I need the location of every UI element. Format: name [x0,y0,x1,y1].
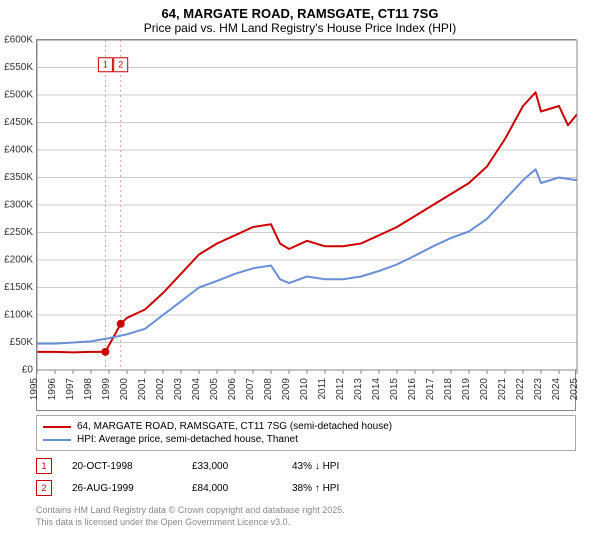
sale-hpi: 43% ↓ HPI [292,461,412,472]
svg-text:2018: 2018 [443,378,454,401]
svg-text:2017: 2017 [425,378,436,401]
svg-text:£600K: £600K [4,35,33,46]
svg-text:£200K: £200K [4,255,33,266]
svg-text:£0: £0 [22,365,34,376]
svg-text:2008: 2008 [263,378,274,401]
chart-svg: £0£50K£100K£150K£200K£250K£300K£350K£400… [37,40,577,410]
title-line1: 64, MARGATE ROAD, RAMSGATE, CT11 7SG [0,0,600,21]
svg-text:2022: 2022 [515,378,526,401]
svg-text:2015: 2015 [389,378,400,401]
legend-swatch [43,426,71,428]
chart: £0£50K£100K£150K£200K£250K£300K£350K£400… [36,39,576,411]
svg-text:2006: 2006 [227,378,238,401]
svg-text:£250K: £250K [4,227,33,238]
svg-text:£450K: £450K [4,117,33,128]
svg-text:2010: 2010 [299,378,310,401]
svg-text:£50K: £50K [10,337,34,348]
sale-hpi: 38% ↑ HPI [292,483,412,494]
svg-text:2016: 2016 [407,378,418,401]
title-line2: Price paid vs. HM Land Registry's House … [0,21,600,39]
sale-num-box: 2 [36,480,52,496]
svg-text:£100K: £100K [4,310,33,321]
svg-text:1996: 1996 [47,378,58,401]
sale-date: 20-OCT-1998 [72,461,172,472]
svg-text:2009: 2009 [281,378,292,401]
svg-text:2007: 2007 [245,378,256,401]
sales-table: 1 20-OCT-1998 £33,000 43% ↓ HPI 2 26-AUG-1999… [36,455,576,499]
svg-text:£550K: £550K [4,62,33,73]
svg-text:£400K: £400K [4,145,33,156]
footer-line1: Contains HM Land Registry data © Crown c… [36,505,576,517]
sale-date: 26-AUG-1999 [72,483,172,494]
svg-text:2003: 2003 [173,378,184,401]
svg-text:2014: 2014 [371,378,382,401]
legend-row: HPI: Average price, semi-detached house,… [43,433,569,446]
svg-text:2025: 2025 [569,378,580,401]
svg-text:£350K: £350K [4,172,33,183]
svg-text:1995: 1995 [29,378,40,401]
legend-label: 64, MARGATE ROAD, RAMSGATE, CT11 7SG (se… [77,421,392,432]
svg-text:2024: 2024 [551,378,562,401]
svg-text:1997: 1997 [65,378,76,401]
svg-text:2004: 2004 [191,378,202,401]
svg-text:2: 2 [118,60,123,70]
svg-text:2023: 2023 [533,378,544,401]
svg-text:£300K: £300K [4,200,33,211]
sale-row: 2 26-AUG-1999 £84,000 38% ↑ HPI [36,477,576,499]
svg-text:1: 1 [103,60,108,70]
svg-text:2001: 2001 [137,378,148,401]
sale-num-box: 1 [36,458,52,474]
sale-row: 1 20-OCT-1998 £33,000 43% ↓ HPI [36,455,576,477]
svg-text:2013: 2013 [353,378,364,401]
legend: 64, MARGATE ROAD, RAMSGATE, CT11 7SG (se… [36,415,576,451]
sale-price: £84,000 [192,483,272,494]
svg-text:2005: 2005 [209,378,220,401]
legend-row: 64, MARGATE ROAD, RAMSGATE, CT11 7SG (se… [43,420,569,433]
svg-text:£500K: £500K [4,90,33,101]
svg-text:2002: 2002 [155,378,166,401]
legend-swatch [43,439,71,441]
svg-text:2019: 2019 [461,378,472,401]
svg-text:1999: 1999 [101,378,112,401]
svg-text:2012: 2012 [335,378,346,401]
svg-text:£150K: £150K [4,282,33,293]
svg-text:2000: 2000 [119,378,130,401]
svg-text:2020: 2020 [479,378,490,401]
sale-price: £33,000 [192,461,272,472]
svg-text:1998: 1998 [83,378,94,401]
legend-label: HPI: Average price, semi-detached house,… [77,434,298,445]
svg-text:2011: 2011 [317,378,328,400]
svg-text:2021: 2021 [497,378,508,401]
footer-line2: This data is licensed under the Open Gov… [36,517,576,529]
footer: Contains HM Land Registry data © Crown c… [36,505,576,528]
